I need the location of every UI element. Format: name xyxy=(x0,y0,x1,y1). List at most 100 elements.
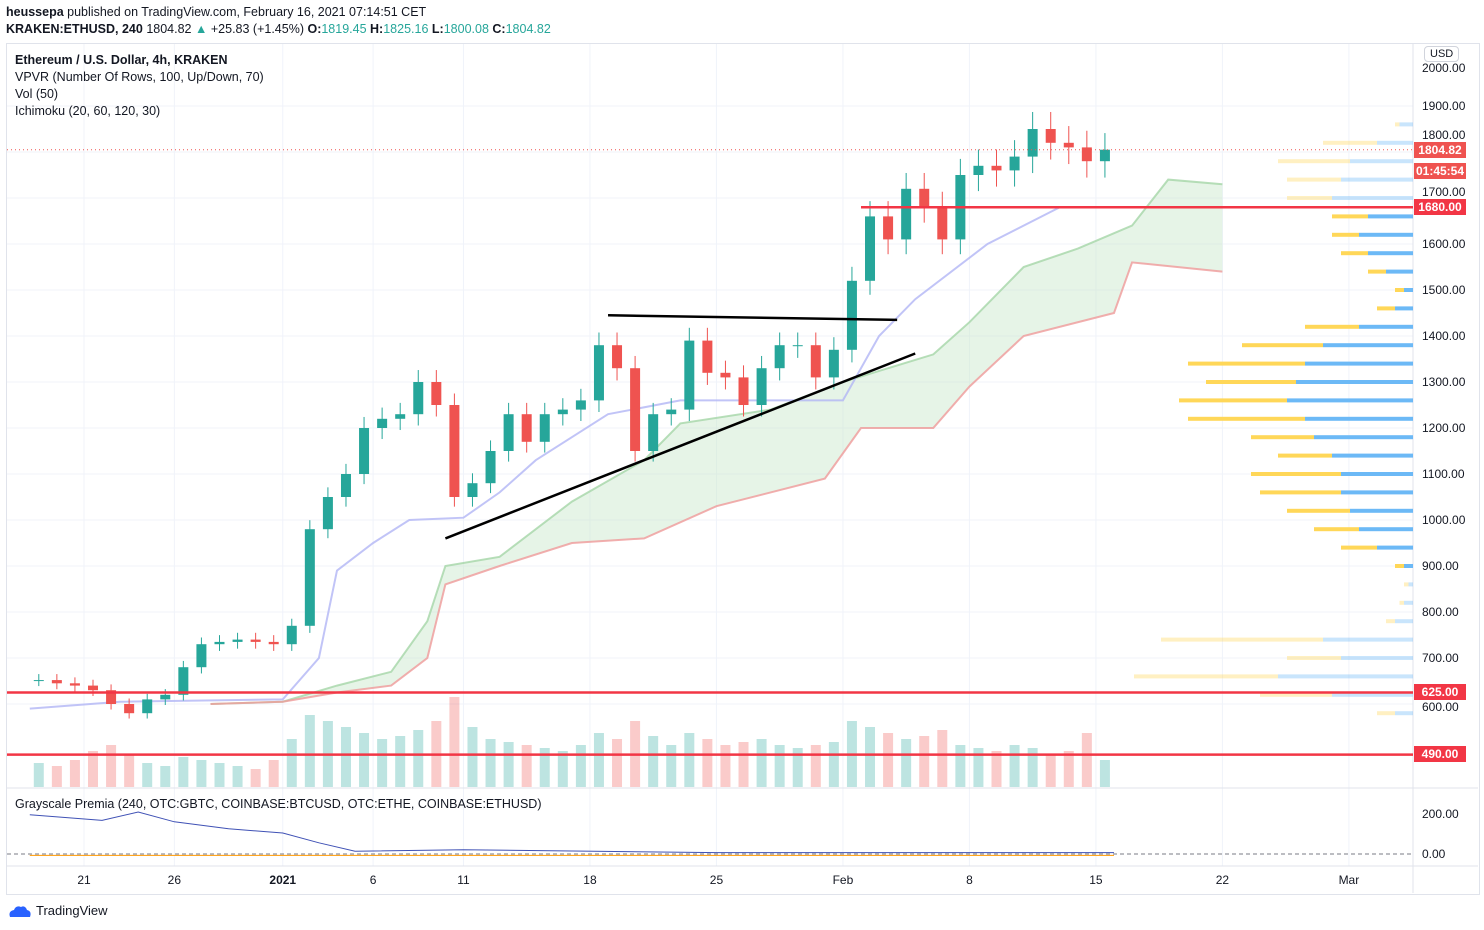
volume-bar xyxy=(557,751,568,787)
candle-body xyxy=(431,382,442,405)
candle-body xyxy=(865,216,876,281)
candle-body xyxy=(738,377,749,405)
legend-vol[interactable]: Vol (50) xyxy=(15,87,59,101)
candle-body xyxy=(214,641,225,645)
candle-body xyxy=(1009,156,1020,171)
trendline xyxy=(444,352,916,540)
vpvr-up-bar xyxy=(1332,692,1413,697)
candle-body xyxy=(413,382,424,415)
legend-vpvr[interactable]: VPVR (Number Of Rows, 100, Up/Down, 70) xyxy=(15,70,264,84)
candle-body xyxy=(88,685,98,691)
volume-bar xyxy=(160,766,171,787)
vpvr-up-bar xyxy=(1314,435,1413,440)
price-tick: 1700.00 xyxy=(1422,185,1466,199)
vpvr-down-bar xyxy=(1323,140,1377,145)
volume-bar xyxy=(666,745,677,787)
high: 1825.16 xyxy=(383,22,429,36)
volume-bar xyxy=(539,748,550,787)
open: 1819.45 xyxy=(321,22,367,36)
vpvr-up-bar xyxy=(1278,674,1413,679)
volume-bar xyxy=(738,742,749,787)
vpvr-up-bar xyxy=(1296,380,1413,384)
volume-bar xyxy=(503,742,514,787)
candle-body xyxy=(449,405,460,497)
tradingview-logo[interactable]: TradingView xyxy=(8,903,108,918)
currency-button[interactable]: USD xyxy=(1424,46,1460,62)
vpvr-up-bar xyxy=(1404,288,1413,292)
premia-tick: 200.00 xyxy=(1422,807,1459,821)
vpvr-down-bar xyxy=(1188,416,1305,421)
candle-body xyxy=(846,280,857,350)
vpvr-down-bar xyxy=(1332,232,1359,237)
volume-bar xyxy=(232,766,243,787)
candle-body xyxy=(973,165,984,175)
volume-bar xyxy=(828,742,839,787)
vpvr-down-bar xyxy=(1305,324,1359,329)
vpvr-down-bar xyxy=(1287,656,1341,660)
candle-body xyxy=(1063,142,1074,148)
vpvr-down-bar xyxy=(1179,398,1287,403)
volume-bar xyxy=(648,736,659,787)
candle-body xyxy=(991,165,1002,171)
vpvr-up-bar xyxy=(1377,140,1413,145)
volume-bar xyxy=(33,763,44,787)
legend-premia[interactable]: Grayscale Premia (240, OTC:GBTC, COINBAS… xyxy=(15,797,542,811)
candle-body xyxy=(666,409,677,415)
price-tick: 2000.00 xyxy=(1422,61,1466,75)
volume-bar xyxy=(142,763,153,787)
vpvr-up-bar xyxy=(1404,564,1413,568)
volume-bar xyxy=(449,697,460,787)
candle-body xyxy=(756,368,767,405)
vpvr-down-bar xyxy=(1188,361,1305,366)
vpvr-up-bar xyxy=(1395,711,1413,716)
price-tick: 900.00 xyxy=(1422,559,1459,573)
volume-bar xyxy=(268,760,279,787)
candle-body xyxy=(630,368,641,451)
candle-body xyxy=(377,418,388,428)
vpvr-up-bar xyxy=(1323,343,1413,348)
candle-body xyxy=(503,414,514,451)
premia-tick: 0.00 xyxy=(1422,847,1446,861)
price-tick: 1500.00 xyxy=(1422,283,1466,297)
vpvr-up-bar xyxy=(1323,637,1413,642)
candle-body xyxy=(828,349,839,378)
vpvr-down-bar xyxy=(1278,453,1332,458)
candle-body xyxy=(720,372,731,378)
price-tick: 700.00 xyxy=(1422,651,1459,665)
time-tick: 26 xyxy=(168,873,182,887)
vpvr-up-bar xyxy=(1395,306,1413,311)
vpvr-down-bar xyxy=(1314,527,1359,532)
publish-date: published on TradingView.com, February 1… xyxy=(67,5,427,19)
candle-body xyxy=(702,340,713,373)
trendline xyxy=(608,314,898,322)
volume-bar xyxy=(774,745,785,787)
ichimoku-span-b xyxy=(210,261,1223,705)
vpvr-down-bar xyxy=(1404,582,1409,587)
time-tick: 18 xyxy=(583,873,597,887)
vpvr-down-bar xyxy=(1260,490,1341,495)
vpvr-up-bar xyxy=(1386,269,1413,274)
candle-body xyxy=(142,699,153,714)
candle-body xyxy=(395,414,406,419)
volume-bar xyxy=(991,751,1002,787)
vpvr-down-bar xyxy=(1251,472,1341,476)
symbol-ohlc: KRAKEN:ETHUSD, 240 1804.82 ▲ +25.83 (+1.… xyxy=(6,22,551,36)
l-label: L: xyxy=(431,22,444,36)
volume-bar xyxy=(395,736,406,787)
legend-ichimoku[interactable]: Ichimoku (20, 60, 120, 30) xyxy=(15,104,161,118)
price-tick: 1300.00 xyxy=(1422,375,1466,389)
volume-bar xyxy=(286,739,297,787)
candle-body xyxy=(359,428,370,474)
volume-bar xyxy=(1009,745,1020,787)
chart-frame xyxy=(6,43,1480,895)
vpvr-down-bar xyxy=(1287,508,1350,513)
candle-body xyxy=(124,704,135,714)
publisher[interactable]: heussepa xyxy=(6,5,64,19)
volume-bar xyxy=(1081,733,1092,787)
vpvr-up-bar xyxy=(1341,177,1413,182)
volume-bar xyxy=(919,736,930,787)
volume-bar xyxy=(69,760,80,787)
vpvr-up-bar xyxy=(1359,527,1413,532)
symbol: KRAKEN:ETHUSD, 240 xyxy=(6,22,143,36)
